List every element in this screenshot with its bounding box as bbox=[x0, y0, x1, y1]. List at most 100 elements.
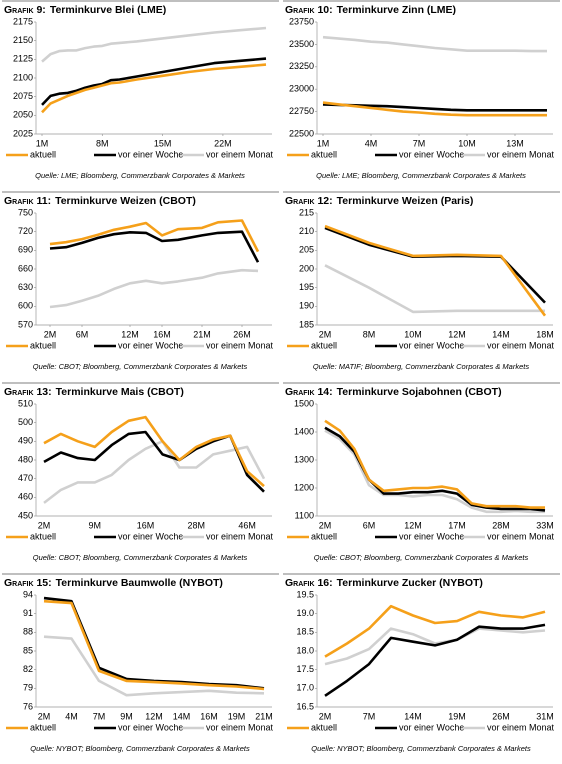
x-tick-label: 2M bbox=[38, 520, 51, 530]
legend-label: aktuell bbox=[311, 149, 337, 159]
y-tick-label: 91 bbox=[23, 608, 33, 618]
series-line bbox=[43, 596, 265, 690]
series-line bbox=[324, 426, 546, 512]
y-tick-label: 18.0 bbox=[296, 645, 314, 655]
series-line bbox=[324, 623, 546, 697]
legend-label: vor einem Monat bbox=[487, 531, 555, 541]
source: Quelle: MATIF; Bloomberg, Commerzbank Co… bbox=[313, 362, 529, 371]
y-tick-label: 19.5 bbox=[296, 589, 314, 599]
y-tick-label: 2125 bbox=[13, 54, 33, 64]
series-line bbox=[324, 604, 546, 658]
legend-label: vor einem Monat bbox=[206, 722, 274, 732]
x-tick-label: 9M bbox=[120, 711, 133, 721]
y-tick-label: 490 bbox=[18, 436, 33, 446]
y-tick-label: 23000 bbox=[289, 84, 314, 94]
x-tick-label: 2M bbox=[38, 711, 51, 721]
y-tick-label: 480 bbox=[18, 454, 33, 464]
chart-title: Terminkurve Weizen (CBOT) bbox=[55, 195, 196, 207]
x-tick-label: 14M bbox=[404, 711, 422, 721]
x-tick-label: 15M bbox=[154, 138, 172, 148]
y-tick-label: 82 bbox=[23, 664, 33, 674]
legend-label: aktuell bbox=[30, 149, 56, 159]
source: Quelle: LME; Bloomberg, Commerzbank Corp… bbox=[316, 171, 526, 180]
y-tick-label: 76 bbox=[23, 701, 33, 711]
legend-label: aktuell bbox=[30, 340, 56, 350]
y-tick-label: 23500 bbox=[289, 39, 314, 49]
y-tick-label: 1400 bbox=[294, 426, 314, 436]
y-tick-label: 500 bbox=[18, 417, 33, 427]
y-tick-label: 17.5 bbox=[296, 664, 314, 674]
x-tick-label: 1M bbox=[317, 138, 330, 148]
x-tick-label: 31M bbox=[536, 711, 554, 721]
x-tick-label: 14M bbox=[492, 329, 510, 339]
y-tick-label: 750 bbox=[18, 207, 33, 217]
y-tick-label: 18.5 bbox=[296, 627, 314, 637]
chart-prefix: Grafik 15: bbox=[4, 577, 52, 589]
chart-title: Terminkurve Zucker (NYBOT) bbox=[337, 577, 483, 589]
x-tick-label: 16M bbox=[200, 711, 218, 721]
series-line bbox=[43, 440, 266, 504]
x-tick-label: 17M bbox=[448, 520, 466, 530]
x-tick-label: 12M bbox=[145, 711, 163, 721]
x-tick-label: 12M bbox=[448, 329, 466, 339]
y-tick-label: 510 bbox=[18, 398, 33, 408]
series-line bbox=[324, 419, 545, 509]
y-tick-label: 205 bbox=[299, 245, 314, 255]
y-tick-label: 79 bbox=[23, 683, 33, 693]
x-tick-label: 16M bbox=[137, 520, 155, 530]
x-tick-label: 26M bbox=[492, 711, 510, 721]
y-tick-label: 22750 bbox=[289, 106, 314, 116]
series-line bbox=[41, 63, 267, 114]
chart-prefix: Grafik 9: bbox=[4, 4, 46, 16]
y-tick-label: 660 bbox=[18, 263, 33, 273]
x-tick-label: 46M bbox=[238, 520, 256, 530]
series-line bbox=[41, 26, 267, 63]
y-tick-label: 2025 bbox=[13, 128, 33, 138]
x-tick-label: 21M bbox=[193, 329, 211, 339]
chart-title: Terminkurve Mais (CBOT) bbox=[56, 386, 184, 398]
legend-label: vor einer Woche bbox=[399, 531, 464, 541]
x-tick-label: 4M bbox=[365, 138, 378, 148]
y-tick-label: 23250 bbox=[289, 61, 314, 71]
x-tick-label: 8M bbox=[96, 138, 109, 148]
series-line bbox=[322, 35, 547, 53]
chart-prefix: Grafik 12: bbox=[285, 195, 333, 207]
y-tick-label: 23750 bbox=[289, 16, 314, 26]
y-tick-label: 2100 bbox=[13, 72, 33, 82]
x-tick-label: 33M bbox=[536, 520, 554, 530]
legend-label: vor einer Woche bbox=[399, 340, 464, 350]
legend-label: aktuell bbox=[311, 531, 337, 541]
x-tick-label: 12M bbox=[121, 329, 139, 339]
y-tick-label: 2050 bbox=[13, 110, 33, 120]
x-tick-label: 7M bbox=[413, 138, 426, 148]
y-tick-label: 210 bbox=[299, 226, 314, 236]
chart-prefix: Grafik 10: bbox=[285, 4, 333, 16]
legend-label: vor einer Woche bbox=[118, 722, 183, 732]
y-tick-label: 460 bbox=[18, 492, 33, 502]
x-tick-label: 2M bbox=[44, 329, 57, 339]
x-tick-label: 10M bbox=[404, 329, 422, 339]
chart-title: Terminkurve Weizen (Paris) bbox=[337, 195, 474, 207]
y-tick-label: 2075 bbox=[13, 91, 33, 101]
legend-label: vor einem Monat bbox=[206, 340, 274, 350]
legend-label: vor einer Woche bbox=[118, 340, 183, 350]
y-tick-label: 195 bbox=[299, 282, 314, 292]
y-tick-label: 85 bbox=[23, 645, 33, 655]
chart-prefix: Grafik 11: bbox=[4, 195, 51, 207]
chart-title: Terminkurve Baumwolle (NYBOT) bbox=[56, 577, 223, 589]
chart-title: Terminkurve Blei (LME) bbox=[50, 4, 167, 16]
y-tick-label: 1100 bbox=[295, 510, 314, 520]
legend-label: aktuell bbox=[311, 340, 337, 350]
legend-label: vor einem Monat bbox=[487, 722, 555, 732]
legend-label: aktuell bbox=[30, 531, 56, 541]
y-tick-label: 450 bbox=[18, 510, 33, 520]
y-tick-label: 200 bbox=[299, 263, 314, 273]
series-line bbox=[49, 268, 259, 309]
x-tick-label: 14M bbox=[173, 711, 191, 721]
y-tick-label: 2150 bbox=[13, 35, 33, 45]
series-line bbox=[324, 429, 545, 514]
y-tick-label: 1200 bbox=[294, 482, 314, 492]
source: Quelle: CBOT; Bloomberg, Commerzbank Cor… bbox=[33, 362, 248, 371]
x-tick-label: 13M bbox=[506, 138, 524, 148]
legend-label: vor einer Woche bbox=[118, 531, 183, 541]
